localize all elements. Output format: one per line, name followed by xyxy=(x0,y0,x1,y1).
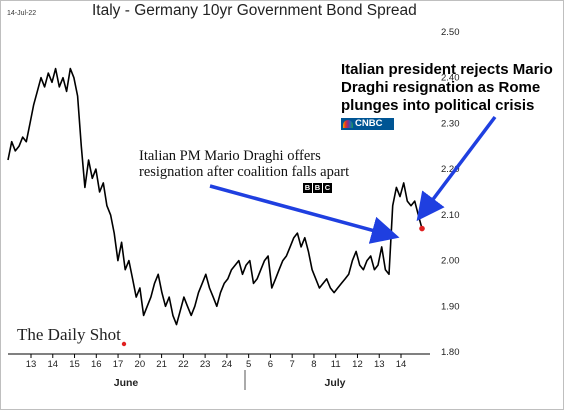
x-tick-label: 17 xyxy=(113,359,124,370)
x-tick-label: 7 xyxy=(290,359,295,370)
cnbc-arrow xyxy=(416,115,497,222)
x-tick-label: 21 xyxy=(156,359,167,370)
y-tick-label: 2.50 xyxy=(441,27,460,38)
x-tick-label: 8 xyxy=(311,359,316,370)
last-value-point xyxy=(419,225,425,232)
x-tick-label: 6 xyxy=(268,359,273,370)
x-tick-label: 20 xyxy=(135,359,146,370)
x-tick-label: 22 xyxy=(178,359,189,370)
y-tick-label: 2.40 xyxy=(441,73,460,84)
y-tick-label: 2.30 xyxy=(441,118,460,129)
date-label: 14-Jul-22 xyxy=(7,10,37,17)
y-tick-label: 2.10 xyxy=(441,210,460,221)
peacock-icon xyxy=(343,120,353,128)
chart-title: Italy - Germany 10yr Government Bond Spr… xyxy=(92,2,417,19)
cnbc-logo-text: CNBC xyxy=(355,118,383,129)
y-tick-label: 1.80 xyxy=(441,347,460,358)
x-tick-label: 16 xyxy=(91,359,102,370)
bbc-annotation: Italian PM Mario Draghi offers resignati… xyxy=(139,148,350,180)
x-tick-label: 14 xyxy=(47,359,58,370)
bbc-logo-letter: B xyxy=(313,183,322,193)
x-tick-label: 12 xyxy=(352,359,363,370)
month-label: July xyxy=(324,377,345,389)
x-tick-label: 11 xyxy=(331,359,341,370)
source-watermark: The Daily Shot xyxy=(17,325,121,344)
x-tick-label: 13 xyxy=(374,359,385,370)
watermark-dot xyxy=(121,341,127,347)
x-tick-label: 5 xyxy=(246,359,251,370)
bbc-logo: B B C xyxy=(303,183,332,193)
bbc-logo-letter: C xyxy=(323,183,332,193)
x-tick-label: 14 xyxy=(396,359,407,370)
x-tick-label: 13 xyxy=(26,359,37,370)
bbc-logo-letter: B xyxy=(303,183,312,193)
axes-group: 2.50 2.40 2.30 2.20 2.10 2.00 1.90 1.80 13 14 15 16… xyxy=(8,27,460,390)
cnbc-annotation: Italian president rejects Mario Draghi r… xyxy=(341,61,553,114)
bbc-arrow xyxy=(209,184,400,244)
x-tick-label: 23 xyxy=(200,359,211,370)
x-tick-label: 15 xyxy=(69,359,80,370)
y-tick-label: 2.00 xyxy=(441,256,460,267)
y-tick-label: 1.90 xyxy=(441,301,460,312)
month-label: June xyxy=(114,377,139,389)
spread-line xyxy=(7,67,423,326)
x-tick-label: 24 xyxy=(222,359,233,370)
y-tick-label: 2.20 xyxy=(441,164,460,175)
cnbc-logo: CNBC xyxy=(341,118,394,130)
